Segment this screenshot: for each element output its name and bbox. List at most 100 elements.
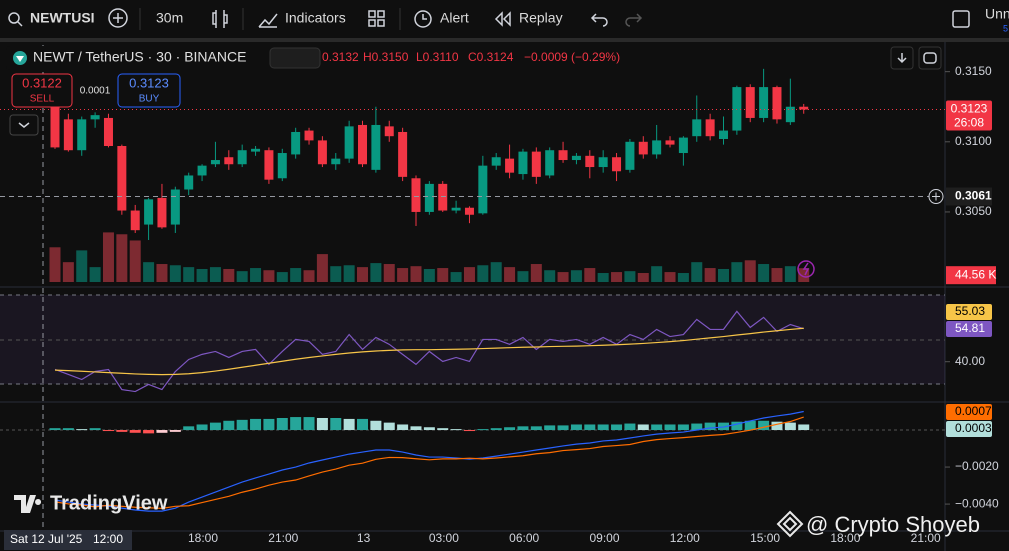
- indicator-line: [54, 310, 804, 393]
- volume-bar: [691, 262, 703, 282]
- histogram-bar: [570, 424, 582, 431]
- volume-bar: [223, 268, 235, 282]
- x-tick-label: 03:00: [429, 531, 459, 545]
- marks: 0.31500.31000.30500.312326:080.306144.56…: [0, 45, 999, 550]
- histogram-bar: [704, 422, 716, 431]
- x-tick-label: 13: [357, 531, 371, 545]
- volume-bar: [370, 263, 382, 282]
- alert[interactable]: Alert: [440, 10, 469, 26]
- volume-bar: [209, 267, 221, 282]
- volume-bar: [677, 273, 689, 282]
- crosshair-price-label: 0.3061: [955, 189, 992, 203]
- candle-body: [571, 155, 581, 161]
- replay-icon[interactable]: [494, 11, 511, 27]
- undo[interactable]: [590, 13, 608, 27]
- last-price-tag: [946, 100, 992, 131]
- volume-bar: [169, 265, 181, 282]
- volume-bar: [798, 268, 810, 282]
- histogram-bar: [397, 424, 409, 431]
- histogram-bar: [637, 424, 649, 431]
- alert-badge[interactable]: [797, 260, 815, 278]
- indicators[interactable]: Indicators: [285, 10, 346, 26]
- interval[interactable]: 30m: [156, 10, 183, 26]
- legend-menu[interactable]: [269, 47, 321, 69]
- volume-bar: [49, 247, 61, 282]
- candle-body: [251, 148, 261, 152]
- fullscreen-icon: [923, 52, 937, 64]
- symbol[interactable]: NEWTUSI: [30, 10, 95, 26]
- candle-body: [157, 197, 167, 228]
- histogram-bar: [731, 421, 743, 431]
- candle-body: [277, 153, 287, 179]
- rsi-tag-label: 55.03: [955, 304, 985, 318]
- indicators-icon[interactable]: [258, 13, 278, 28]
- y-tick-label: 0.3100: [955, 134, 992, 148]
- volume-bar: [196, 268, 208, 282]
- histogram-bar: [357, 418, 369, 431]
- candle-body: [598, 157, 608, 168]
- replay[interactable]: Replay: [519, 10, 563, 26]
- volume-bar: [490, 262, 502, 282]
- candle-body: [77, 119, 87, 151]
- alert-icon[interactable]: [414, 10, 432, 28]
- candle-body: [772, 87, 782, 120]
- volume-bar: [637, 273, 649, 282]
- candle-body: [90, 115, 100, 120]
- candle-body: [745, 87, 755, 118]
- candle-body: [612, 157, 622, 172]
- candle-body: [317, 140, 327, 165]
- volume-bar: [397, 268, 409, 282]
- layout-checkbox[interactable]: [952, 10, 970, 28]
- buy-button[interactable]: [117, 73, 181, 108]
- legend-low: L0.3110: [416, 50, 459, 64]
- macd-tag: [946, 421, 992, 437]
- layout-name[interactable]: Unn: [985, 6, 1009, 22]
- volume-bar: [544, 270, 556, 282]
- candle-body: [518, 151, 528, 175]
- x-tick-label: 09:00: [589, 531, 619, 545]
- candle-body: [63, 119, 73, 151]
- histogram-bar: [143, 430, 155, 434]
- legend-open: 0.3132: [322, 50, 359, 64]
- histogram-bar: [718, 422, 729, 431]
- histogram-bar: [116, 430, 128, 432]
- volume-bar: [102, 232, 114, 282]
- candle-body: [451, 207, 461, 211]
- sell-button[interactable]: [11, 73, 73, 108]
- chart-type[interactable]: [212, 10, 228, 28]
- volume-bar: [357, 267, 369, 282]
- histogram-bar: [236, 419, 248, 431]
- layouts[interactable]: [368, 10, 385, 27]
- legend: NEWT / TetherUS · 30 · BINANCE 0.3132 H0…: [6, 46, 942, 70]
- redo[interactable]: [625, 13, 643, 27]
- volume-bar: [76, 250, 88, 282]
- volume-bar: [156, 264, 168, 282]
- collapse-button[interactable]: [9, 114, 39, 136]
- legend-high: H0.3150: [363, 50, 409, 64]
- search-icon[interactable]: [8, 12, 20, 24]
- candle-body: [331, 158, 341, 165]
- fullscreen-button[interactable]: [918, 46, 942, 70]
- rsi-tag-label: 54.81: [955, 321, 985, 335]
- credit: @ Crypto Shoyeb: [806, 512, 980, 537]
- candle-body: [237, 150, 247, 165]
- volume-bar: [504, 267, 516, 282]
- indicator-line: [54, 327, 804, 376]
- volume-bar: [383, 264, 395, 282]
- y-tick-label: 40.00: [955, 354, 985, 368]
- add-symbol[interactable]: [108, 8, 128, 28]
- histogram-bar: [196, 424, 208, 431]
- layout-sub: 5: [1003, 23, 1008, 33]
- candle-body: [50, 99, 60, 148]
- candle-body: [103, 117, 113, 147]
- candle-body: [264, 150, 274, 180]
- histogram-bar: [49, 428, 61, 431]
- volume-bar: [330, 266, 342, 282]
- candle-body: [398, 131, 408, 177]
- candle-body: [184, 175, 194, 190]
- volume-bar: [236, 271, 248, 282]
- candle-body: [358, 124, 368, 165]
- candle-body: [478, 165, 488, 214]
- last-price-label: 0.3123: [951, 102, 988, 116]
